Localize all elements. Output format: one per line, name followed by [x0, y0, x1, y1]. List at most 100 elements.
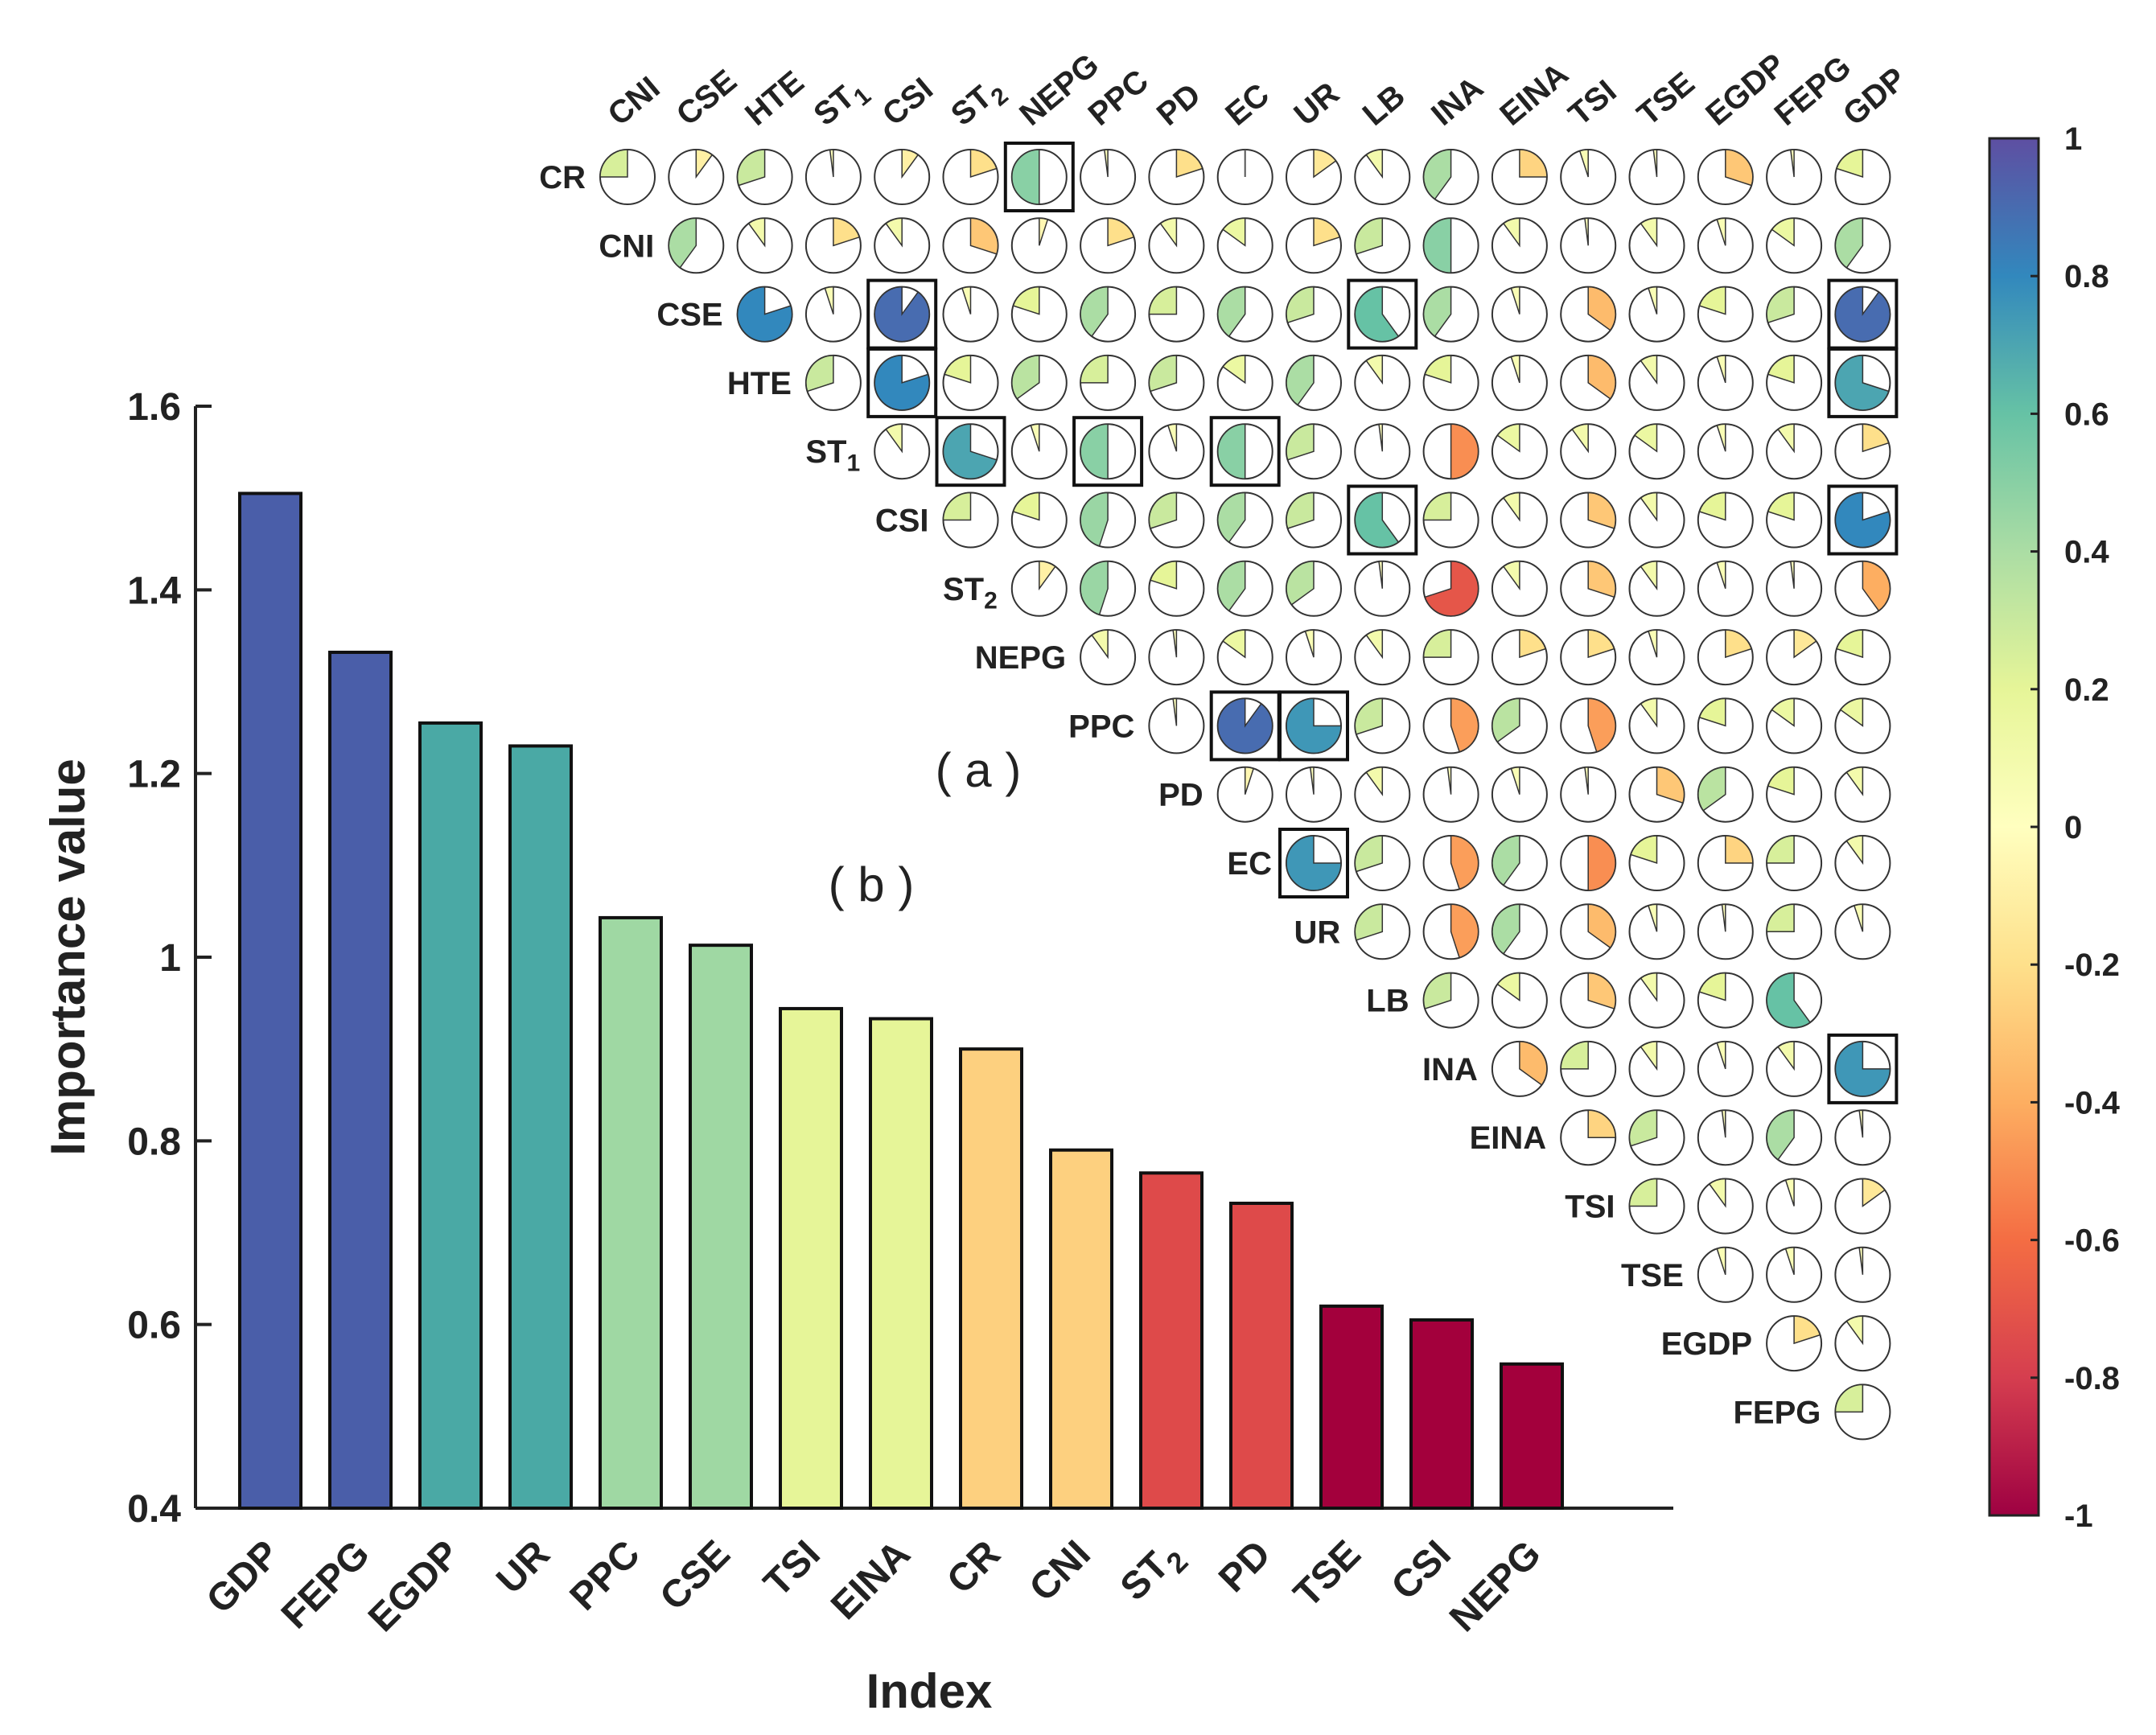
corr-pie-wedge — [1584, 217, 1589, 246]
corr-cell — [1697, 560, 1754, 617]
corr-cell — [1010, 354, 1068, 411]
corr-cell — [1422, 629, 1479, 686]
column-label: EINA — [1493, 56, 1574, 133]
corr-pie-wedge — [1365, 629, 1384, 660]
corr-pie-wedge — [1159, 217, 1178, 248]
corr-pie-wedge — [1853, 903, 1864, 932]
corr-cell — [1491, 903, 1548, 960]
corr-pie-wedge — [1716, 217, 1726, 246]
corr-pie-wedge — [1648, 286, 1658, 315]
corr-pie-wedge — [942, 491, 972, 521]
row-label: EC — [1227, 846, 1272, 882]
corr-cell — [1080, 354, 1137, 411]
corr-cell — [1766, 972, 1823, 1029]
x-tick-label: TSE — [1286, 1532, 1368, 1615]
corr-pie-wedge — [1793, 629, 1817, 659]
corr-pie-wedge — [1633, 423, 1658, 453]
bar — [508, 744, 573, 1510]
corr-pie-wedge — [1080, 561, 1109, 616]
bar — [1139, 1171, 1203, 1510]
corr-pie-wedge — [1286, 835, 1342, 891]
corr-pie-wedge — [1354, 286, 1400, 343]
correlation-matrix: ( a ) CRCNICSEHTEST1CSIST2NEPGPPCPDECURL… — [539, 47, 1913, 1441]
corr-cell — [1834, 1383, 1891, 1441]
x-tick-label: PD — [1211, 1532, 1279, 1601]
corr-cell — [1834, 217, 1891, 274]
corr-pie-wedge — [1766, 1109, 1795, 1161]
corr-cell — [1834, 835, 1891, 891]
corr-cell — [1354, 560, 1411, 617]
corr-cell — [1080, 491, 1137, 549]
corr-cell — [1354, 423, 1411, 480]
corr-pie-wedge — [1012, 286, 1040, 315]
corr-cell — [1697, 903, 1754, 960]
corr-cell — [736, 149, 793, 205]
corr-cell — [1010, 217, 1068, 274]
corr-pie-wedge — [1012, 491, 1040, 521]
corr-pie-wedge — [1640, 1041, 1658, 1071]
corr-pie-wedge — [1148, 286, 1178, 315]
bar — [1409, 1318, 1474, 1511]
corr-pie-wedge — [1725, 835, 1754, 864]
x-tick-label: NEPG — [1442, 1532, 1549, 1640]
corr-cell — [1560, 491, 1617, 549]
corr-pie-wedge — [1091, 629, 1109, 660]
corr-pie-wedge — [1640, 561, 1658, 591]
column-label: ST1 — [807, 71, 876, 138]
corr-cell — [1560, 1109, 1617, 1166]
corr-cell — [1422, 835, 1479, 891]
corr-pie-wedge — [1560, 1041, 1589, 1070]
corr-cell — [874, 149, 931, 205]
row-label: CNI — [599, 228, 654, 264]
corr-cell — [1422, 560, 1479, 617]
row-label: CSI — [875, 504, 929, 539]
corr-cell — [1491, 1040, 1548, 1097]
corr-pie-wedge — [1640, 972, 1658, 1002]
corr-cell — [1491, 972, 1548, 1029]
corr-cell — [1286, 629, 1342, 686]
corr-cell — [1697, 835, 1754, 891]
corr-cell — [1827, 1033, 1899, 1104]
corr-pie-wedge — [1222, 217, 1246, 247]
column-label: CSI — [876, 71, 940, 133]
corr-pie-wedge — [885, 423, 903, 454]
corr-cell — [1422, 903, 1479, 960]
corr-cell — [1148, 354, 1205, 411]
corr-pie-wedge — [1698, 972, 1726, 1001]
corr-pie-wedge — [1630, 835, 1658, 865]
colorbar-tick-label: 0.4 — [2064, 535, 2109, 570]
column-label: HTE — [739, 64, 811, 133]
corr-cell — [804, 286, 862, 343]
corr-cell — [1080, 629, 1137, 686]
corr-cell — [935, 416, 1006, 487]
corr-pie-wedge — [1698, 491, 1726, 521]
corr-cell — [1766, 1315, 1823, 1372]
column-label: NEPG — [1013, 47, 1105, 133]
colorbar-gradient — [1988, 137, 2040, 1517]
row-label: ST2 — [943, 572, 998, 615]
corr-pie-wedge — [1839, 697, 1864, 727]
corr-pie-wedge — [1222, 629, 1246, 659]
column-label: ST2 — [944, 71, 1014, 138]
corr-cell — [1354, 354, 1411, 411]
corr-pie-wedge — [1716, 1247, 1726, 1276]
corr-cell — [1216, 286, 1273, 343]
corr-pie-wedge — [1766, 286, 1795, 324]
corr-pie-wedge — [1716, 355, 1726, 384]
corr-cell — [874, 423, 931, 480]
corr-pie-wedge — [1080, 286, 1109, 338]
corr-pie-wedge — [1450, 835, 1479, 890]
corr-cell — [1628, 149, 1685, 205]
corr-pie-wedge — [1313, 149, 1337, 179]
x-tick-label: EINA — [823, 1532, 919, 1628]
corr-pie-wedge — [1365, 149, 1384, 179]
corr-cell — [1697, 354, 1754, 411]
corr-pie-wedge — [944, 355, 972, 384]
bar — [779, 1006, 843, 1510]
corr-pie-wedge — [1571, 423, 1589, 454]
bar — [238, 491, 302, 1510]
corr-cell — [1216, 766, 1273, 823]
corr-pie-wedge — [1587, 561, 1616, 598]
corr-cell — [1628, 766, 1685, 823]
x-axis-title: Index — [866, 1664, 993, 1718]
